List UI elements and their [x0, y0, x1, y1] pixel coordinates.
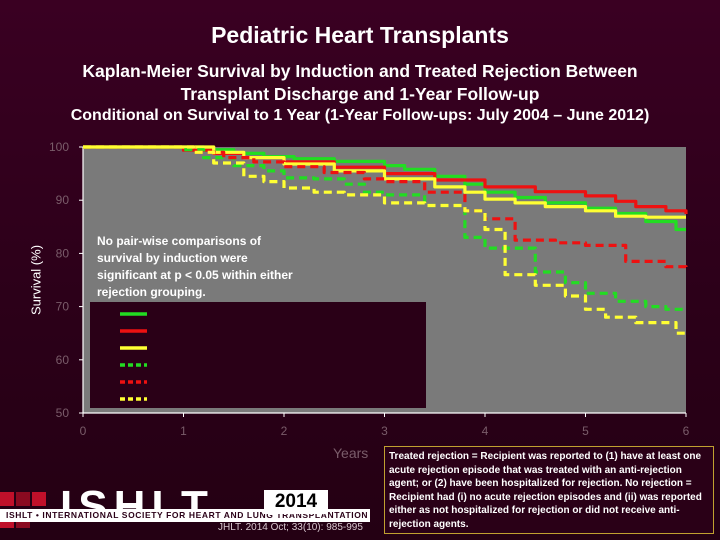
y-tick-label: 70	[56, 300, 70, 314]
x-tick-label: 0	[80, 424, 87, 438]
citation: JHLT. 2014 Oct; 33(10): 985-995	[218, 522, 363, 533]
y-tick-label: 80	[56, 246, 70, 260]
y-tick-label: 90	[56, 193, 70, 207]
series-layer	[83, 145, 688, 335]
x-tick-label: 5	[582, 424, 589, 438]
series-line-yellow-dashed	[83, 145, 686, 335]
footnote-text: Treated rejection = Recipient was report…	[389, 451, 702, 530]
logo-wordmark: ISHLT	[60, 482, 214, 531]
x-tick-label: 4	[482, 424, 489, 438]
legend-box	[90, 302, 426, 408]
footnote-box: Treated rejection = Recipient was report…	[384, 446, 714, 534]
series-line-green-dashed	[83, 145, 686, 311]
chart-ticks: 50 60 70 80 90 100 0 1 2 3 4 5 6	[49, 140, 690, 438]
subtitle-line-1: Kaplan-Meier Survival by Induction and T…	[82, 61, 638, 81]
year-badge: 2014	[264, 490, 328, 514]
logo-blocks-icon	[0, 492, 46, 528]
chart-annotation: No pair-wise comparisons of survival by …	[97, 234, 293, 299]
page-title: Pediatric Heart Transplants	[211, 22, 509, 48]
x-axis-label: Years	[333, 445, 369, 461]
subtitle-line-3: Conditional on Survival to 1 Year (1-Yea…	[70, 107, 650, 124]
x-tick-label: 3	[381, 424, 388, 438]
x-tick-label: 2	[281, 424, 288, 438]
x-tick-label: 1	[180, 424, 187, 438]
ishlt-logo: ISHLT ISHLT • INTERNATIONAL SOCIETY FOR …	[0, 482, 380, 540]
legend	[90, 302, 426, 408]
y-axis-label: Survival (%)	[28, 244, 44, 316]
x-tick-label: 6	[683, 424, 690, 438]
series-line-red-dashed	[83, 145, 688, 270]
y-tick-label: 50	[56, 406, 70, 420]
y-tick-label: 100	[49, 140, 69, 154]
subtitle-line-2: Transplant Discharge and 1-Year Follow-u…	[180, 84, 540, 104]
series-line-yellow-solid	[83, 145, 686, 219]
y-tick-label: 60	[56, 353, 70, 367]
